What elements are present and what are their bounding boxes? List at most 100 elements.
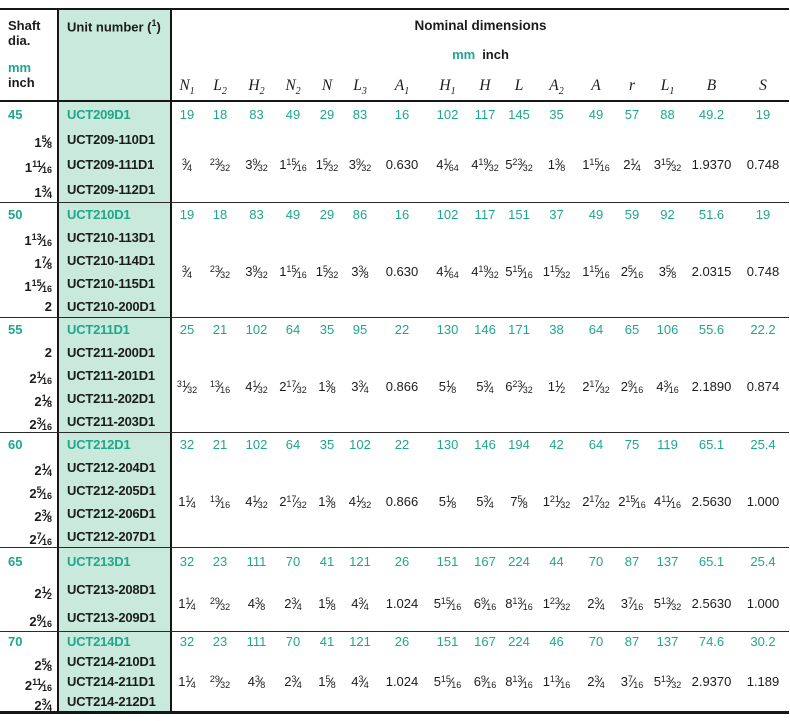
shaft-dia-inch-value: 25⁄8	[34, 657, 52, 673]
dimension-col-H2: 111 4 3⁄8	[238, 548, 275, 631]
table-header: Shaft dia. mm inch Unit number (1) Nomin…	[0, 10, 789, 102]
dimension-col-N2: 70 2 3⁄4	[275, 632, 311, 711]
dimension-col-r: 65 2 9⁄16	[615, 318, 649, 432]
unit-number: UCT212D1	[67, 437, 131, 452]
shaft-dia-inch-value: 2	[44, 299, 52, 314]
dimension-letter-L: L	[514, 77, 524, 94]
dimension-col-H: 117 4 19⁄32	[468, 102, 502, 202]
inch-value: 1 1⁄4	[178, 493, 196, 510]
shaft-dia-cell: 45 15⁄8 111⁄16 13⁄4	[0, 102, 57, 202]
mm-value: 22	[394, 437, 410, 452]
dimension-letter-r: r	[628, 77, 636, 94]
inch-value: 3 3⁄4	[351, 378, 369, 395]
mm-value: 146	[474, 437, 496, 452]
unit-number: UCT212-207D1	[67, 529, 156, 544]
inch-value: 2 3⁄4	[284, 673, 302, 690]
dimension-letter-H2: H2	[248, 77, 265, 98]
dimension-col-L3: 86 3 3⁄8	[343, 203, 377, 317]
inch-value: 6 9⁄16	[473, 595, 497, 612]
inch-value: 1 1⁄4	[178, 673, 196, 690]
shaft-dia-inch-value: 25⁄16	[29, 485, 52, 501]
inch-value: 13⁄16	[209, 493, 231, 510]
dimension-col-N: 41 1 5⁄8	[311, 548, 343, 631]
dimension-col-L2: 21 13⁄16	[202, 318, 238, 432]
mm-value: 49	[588, 207, 604, 222]
dimension-col-r: 87 3 7⁄16	[615, 548, 649, 631]
mm-value: 171	[508, 322, 530, 337]
inch-value: 0.866	[385, 379, 419, 394]
mm-value: 25	[179, 322, 195, 337]
dimension-col-L1: 92 3 5⁄8	[649, 203, 686, 317]
inch-value: 2.1890	[691, 379, 732, 394]
shaft-dia-inch-value: 113⁄16	[24, 232, 52, 248]
dimension-col-N1: 19 3⁄4	[172, 102, 202, 202]
dimension-col-L3: 95 3 3⁄4	[343, 318, 377, 432]
mm-value: 70	[588, 554, 604, 569]
unit-number: UCT210-200D1	[67, 299, 156, 314]
dimension-letter-N2: N2	[285, 77, 301, 98]
shaft-dia-inch-value: 21⁄4	[34, 462, 52, 478]
inch-value: 1 1⁄2	[547, 378, 566, 395]
mm-value: 65.1	[698, 437, 725, 452]
shaft-dia-label-line1: Shaft	[8, 18, 41, 33]
dimension-col-S: 22.2 0.874	[737, 318, 789, 432]
size-block-60: 60 21⁄4 25⁄16 23⁄8 27⁄16 UCT212D1 UCT212-204D1…	[0, 432, 789, 547]
dimension-col-H1: 102 4 1⁄64	[427, 102, 468, 202]
inch-value: 4 1⁄32	[245, 378, 268, 395]
inch-value: 2 3⁄4	[587, 673, 605, 690]
dimension-letter-N: N	[321, 77, 333, 94]
inch-value: 2.0315	[691, 264, 732, 279]
mm-value: 57	[624, 107, 640, 122]
dimension-col-N1: 25 31⁄32	[172, 318, 202, 432]
unit-number: UCT211-203D1	[67, 414, 155, 429]
unit-number: UCT214D1	[67, 634, 131, 649]
dimension-col-N1: 32 1 1⁄4	[172, 433, 202, 547]
inch-value: 1 15⁄16	[582, 156, 610, 173]
mm-value: 21	[212, 437, 228, 452]
dimension-col-r: 87 3 7⁄16	[615, 632, 649, 711]
shaft-dia-cell: 70 25⁄8 211⁄16 23⁄4	[0, 632, 57, 713]
inch-value: 29⁄32	[209, 673, 231, 690]
dimension-col-L: 224 8 13⁄16	[502, 632, 536, 711]
inch-value: 4 3⁄16	[656, 378, 679, 395]
dimension-col-H: 146 5 3⁄4	[468, 318, 502, 432]
unit-number-cell: UCT210D1 UCT210-113D1 UCT210-114D1 UCT210-1…	[57, 203, 172, 317]
unit-number: UCT209-110D1	[67, 132, 155, 147]
size-block-50: 50 113⁄16 17⁄8 115⁄16 2 UCT210D1 UCT210-113D1 U…	[0, 202, 789, 317]
mm-value: 74.6	[698, 634, 725, 649]
mm-value: 64	[285, 437, 301, 452]
inch-value: 4 3⁄8	[247, 673, 266, 690]
dimension-col-B: 51.6 2.0315	[686, 203, 737, 317]
inch-value: 13⁄16	[209, 378, 231, 395]
shaft-dia-inch-value: 13⁄4	[34, 184, 52, 200]
shaft-dia-mm-value: 50	[8, 207, 23, 222]
dimension-col-L1: 106 4 3⁄16	[649, 318, 686, 432]
unit-number-cell: UCT214D1 UCT214-210D1 UCT214-211D1 UCT214-2…	[57, 632, 172, 711]
shaft-dia-cell: 65 21⁄2 29⁄16	[0, 548, 57, 631]
units-inch-label: inch	[482, 47, 509, 62]
shaft-dia-mm-value: 60	[8, 437, 23, 452]
inch-value: 1 21⁄32	[542, 493, 571, 510]
mm-value: 88	[660, 107, 675, 122]
inch-value: 6 9⁄16	[473, 673, 497, 690]
inch-value: 4 1⁄32	[348, 493, 372, 510]
dimension-col-N: 35 1 3⁄8	[311, 318, 343, 432]
mm-value: 111	[246, 554, 267, 569]
inch-value: 2.9370	[691, 674, 732, 689]
mm-value: 87	[624, 634, 640, 649]
inch-value: 1 15⁄16	[279, 263, 307, 280]
inch-value: 3 9⁄32	[245, 156, 268, 173]
inch-value: 3 7⁄16	[620, 673, 644, 690]
inch-value: 4 1⁄64	[436, 156, 459, 173]
shaft-dia-inch-value: 111⁄16	[24, 159, 52, 175]
shaft-dia-inch-value: 27⁄16	[29, 531, 52, 547]
dimension-col-S: 30.2 1.189	[737, 632, 789, 711]
mm-value: 151	[436, 554, 459, 569]
shaft-dia-inch-value: 23⁄4	[34, 697, 52, 713]
inch-value: 3 15⁄32	[653, 156, 682, 173]
inch-value: 8 13⁄16	[505, 595, 533, 612]
dimension-col-A: 64 2 17⁄32	[577, 318, 615, 432]
inch-value: 6 23⁄32	[505, 378, 533, 395]
shaft-dia-cell: 60 21⁄4 25⁄16 23⁄8 27⁄16	[0, 433, 57, 547]
inch-value: 2 17⁄32	[279, 493, 307, 510]
